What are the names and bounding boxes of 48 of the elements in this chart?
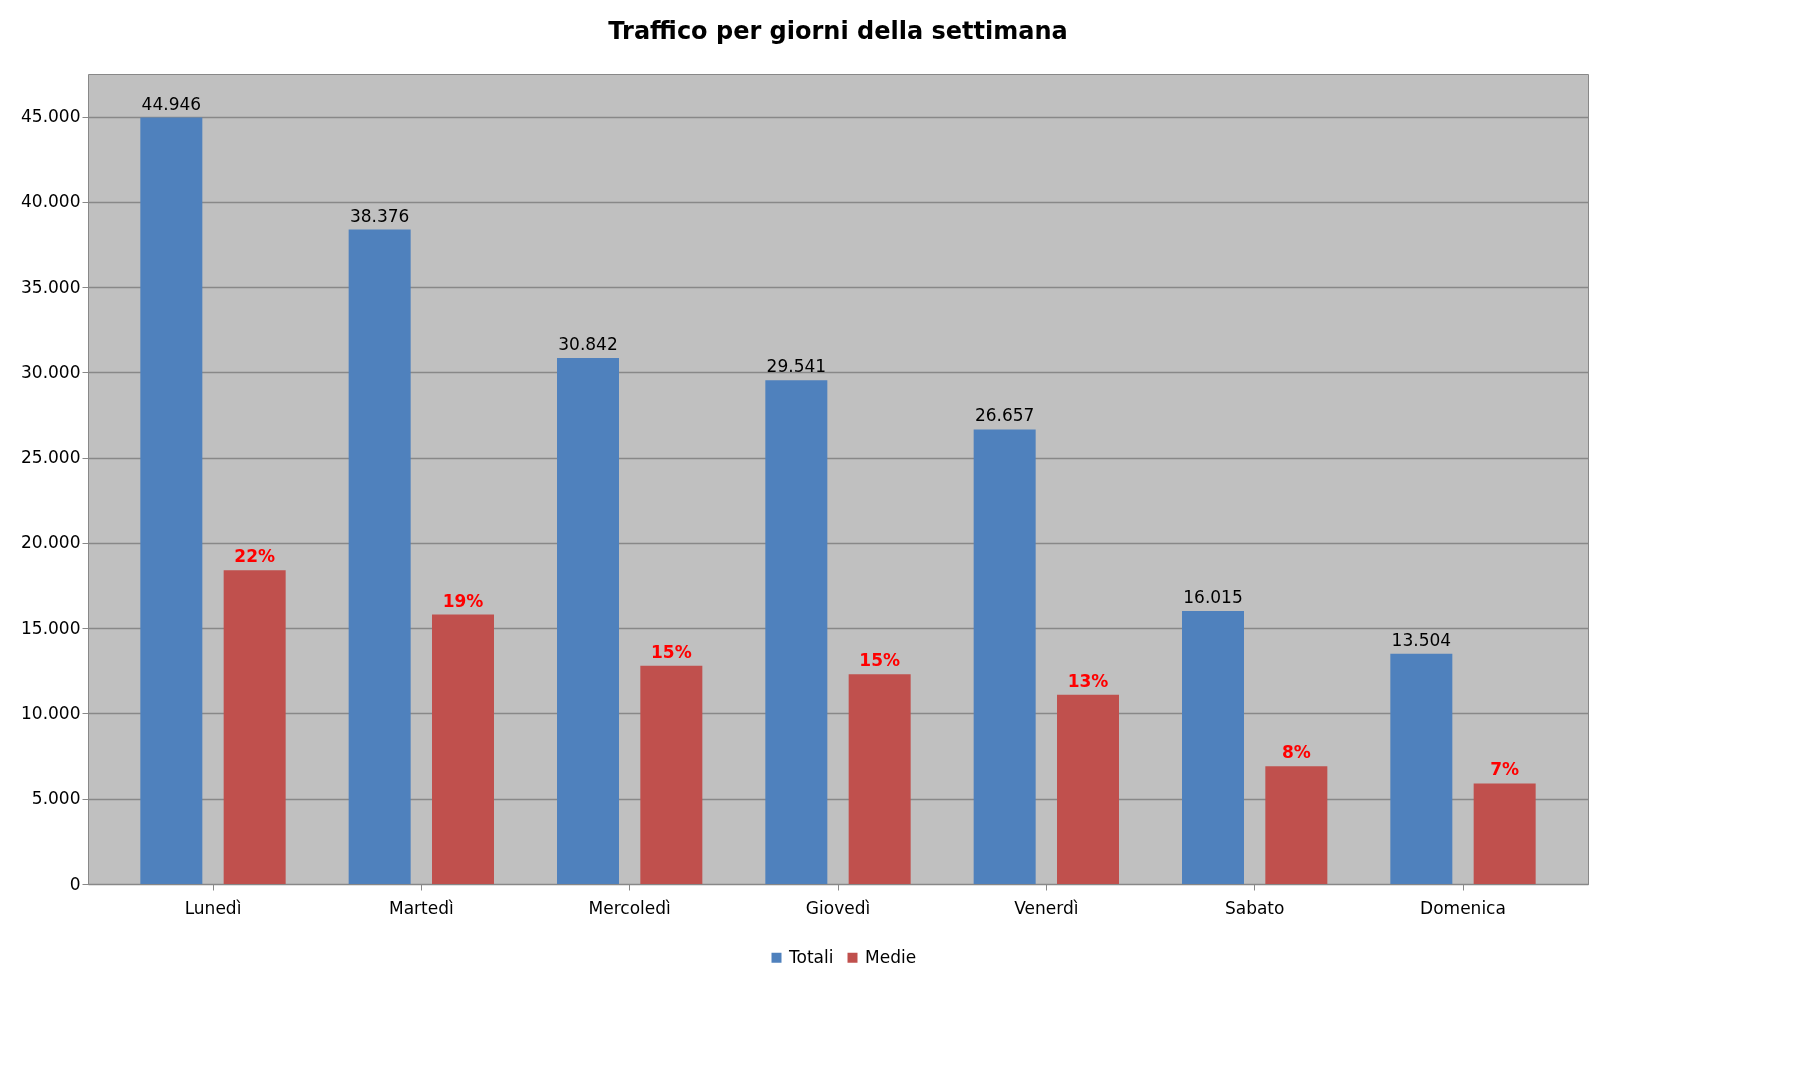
- y-tick-label: 25.000: [21, 447, 81, 468]
- chart-title: Traffico per giorni della settimana: [608, 17, 1068, 45]
- y-tick-label: 5.000: [31, 788, 81, 809]
- annotation: 22%: [234, 546, 276, 567]
- legend-label: Totali: [788, 946, 834, 967]
- x-tick-label: Lunedì: [184, 897, 242, 918]
- bar: [765, 380, 828, 884]
- x-tick-label: Domenica: [1420, 897, 1506, 918]
- y-tick-label: 15.000: [21, 617, 81, 638]
- data-label: 29.541: [766, 356, 827, 377]
- y-tick-label: 45.000: [21, 106, 81, 127]
- y-tick-label: 0: [69, 873, 81, 894]
- bar: [140, 117, 203, 884]
- annotation: 15%: [650, 641, 692, 662]
- data-label: 26.657: [974, 405, 1035, 426]
- annotation: 19%: [442, 590, 484, 611]
- x-tick-label: Mercoledì: [588, 897, 671, 918]
- annotation: 8%: [1281, 742, 1311, 763]
- y-tick-label: 10.000: [21, 702, 81, 723]
- data-label: 13.504: [1391, 629, 1452, 650]
- bar: [640, 665, 703, 884]
- data-label: 16.015: [1183, 586, 1243, 607]
- bar: [1473, 783, 1536, 884]
- y-tick-label: 40.000: [21, 191, 81, 212]
- x-tick-label: Giovedì: [805, 897, 871, 918]
- bar: [848, 674, 911, 884]
- y-tick-label: 35.000: [21, 276, 81, 297]
- bar: [1265, 766, 1328, 884]
- y-tick-label: 30.000: [21, 361, 81, 382]
- bar: [432, 614, 494, 884]
- annotation: 13%: [1067, 670, 1109, 691]
- x-tick-label: Martedì: [388, 897, 454, 918]
- legend-label: Medie: [865, 946, 917, 967]
- x-tick-label: Sabato: [1224, 897, 1285, 918]
- bar: [1182, 610, 1244, 884]
- y-tick-label: 20.000: [21, 532, 81, 553]
- bar: [557, 358, 619, 884]
- bar: [1057, 694, 1119, 884]
- data-label: 38.376: [349, 205, 410, 226]
- bar: [973, 429, 1036, 884]
- bar: [1390, 653, 1453, 884]
- data-label: 44.946: [141, 93, 202, 114]
- bar: [348, 229, 411, 884]
- x-tick-label: Venerdì: [1014, 897, 1079, 918]
- data-label: 30.842: [558, 334, 618, 355]
- annotation: 15%: [859, 650, 901, 671]
- annotation: 7%: [1490, 759, 1520, 780]
- bar: [223, 570, 286, 884]
